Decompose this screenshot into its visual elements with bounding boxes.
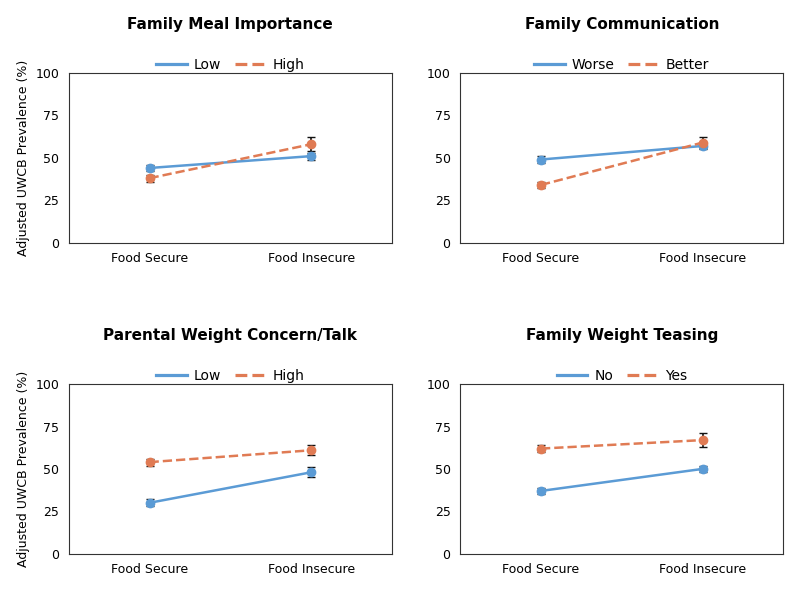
Legend: Low, High: Low, High xyxy=(150,52,310,77)
Title: Family Meal Importance: Family Meal Importance xyxy=(127,17,334,31)
Legend: Low, High: Low, High xyxy=(150,363,310,388)
Title: Family Communication: Family Communication xyxy=(525,17,719,31)
Title: Parental Weight Concern/Talk: Parental Weight Concern/Talk xyxy=(103,328,358,343)
Legend: No, Yes: No, Yes xyxy=(551,363,692,388)
Title: Family Weight Teasing: Family Weight Teasing xyxy=(526,328,718,343)
Y-axis label: Adjusted UWCB Prevalence (%): Adjusted UWCB Prevalence (%) xyxy=(17,371,30,567)
Y-axis label: Adjusted UWCB Prevalence (%): Adjusted UWCB Prevalence (%) xyxy=(17,60,30,256)
Legend: Worse, Better: Worse, Better xyxy=(529,52,715,77)
